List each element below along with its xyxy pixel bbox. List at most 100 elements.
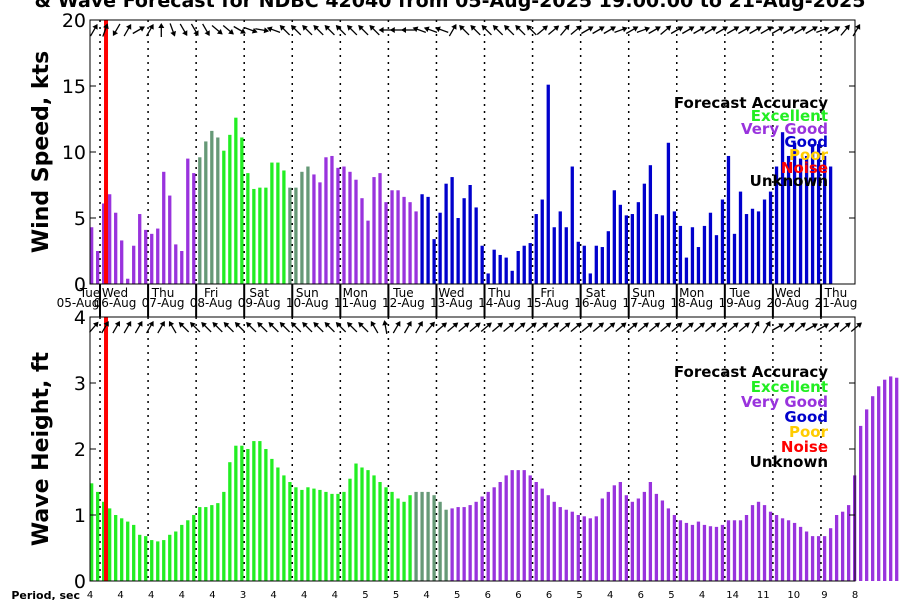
arrow-head [148, 23, 154, 30]
y-axis-label: Wind Speed, kts [29, 51, 54, 253]
direction-arrow [448, 23, 457, 37]
arrow-head [733, 26, 740, 32]
arrow-head [575, 322, 582, 329]
direction-arrow [693, 322, 705, 332]
direction-arrow [738, 322, 750, 332]
bar [300, 171, 304, 284]
legend-item: Noise [781, 159, 828, 177]
arrow-head [290, 322, 297, 328]
bar [660, 215, 665, 284]
bar [372, 177, 376, 284]
direction-arrow [134, 320, 143, 334]
bar [102, 203, 106, 284]
direction-arrow [681, 26, 695, 35]
direction-arrow [335, 25, 347, 36]
bar [144, 229, 148, 284]
arrow-head [193, 30, 199, 37]
direction-arrow [369, 25, 380, 36]
direction-arrow [302, 25, 313, 36]
bar [558, 507, 562, 581]
period-value: 11 [757, 590, 770, 600]
bar [132, 245, 136, 284]
direction-arrow [581, 26, 594, 35]
bar [324, 157, 328, 284]
direction-arrow [346, 322, 358, 333]
bar [516, 470, 520, 581]
y-tick-label: 15 [62, 76, 86, 98]
bar [342, 491, 346, 581]
bar [504, 475, 508, 581]
x-axis-day-labels: Tue05-AugWed06-AugThu07-AugFri08-AugSat0… [57, 284, 857, 317]
bar [780, 132, 785, 284]
bar [234, 445, 238, 581]
bar [642, 491, 647, 581]
bar [270, 162, 274, 284]
bar [618, 204, 622, 284]
arrow-head [676, 322, 683, 329]
direction-arrow [626, 322, 638, 332]
direction-arrow [313, 25, 324, 36]
bar [426, 491, 430, 581]
direction-arrow [234, 322, 246, 333]
arrow-head [833, 322, 840, 329]
arrow-head [346, 25, 353, 31]
legend-item: Excellent [751, 107, 828, 125]
direction-arrow [123, 320, 132, 334]
direction-arrow [783, 322, 795, 332]
bar [348, 478, 352, 581]
arrow-head [346, 322, 353, 328]
arrow-head [114, 320, 121, 327]
bar [600, 498, 604, 581]
arrow-head [778, 323, 785, 329]
direction-arrow [762, 320, 771, 334]
arrow-head [811, 26, 818, 32]
arrow-head [189, 322, 196, 328]
arrow-head [765, 320, 771, 327]
period-value: 4 [699, 590, 705, 600]
arrow-head [92, 23, 98, 30]
bar [252, 188, 256, 284]
arrow-head [610, 26, 616, 32]
arrow-head [811, 323, 818, 329]
x-tick-date: 14-Aug [478, 296, 521, 310]
x-tick-day: Thu [824, 286, 848, 300]
period-value: 14 [726, 590, 739, 600]
arrow-head [313, 25, 320, 31]
bar [162, 540, 166, 581]
arrow-head [423, 26, 430, 33]
bar [390, 190, 394, 284]
bar [462, 198, 466, 284]
bar [198, 507, 202, 581]
direction-arrow [169, 23, 177, 37]
direction-arrow [279, 322, 291, 333]
bar [348, 171, 352, 284]
direction-arrow [459, 25, 470, 36]
period-value: 5 [668, 590, 674, 600]
arrow-head [844, 322, 851, 329]
arrow-head [744, 26, 751, 32]
arrow-head [587, 322, 593, 329]
direction-arrow [828, 322, 840, 332]
direction-arrow [392, 320, 401, 334]
bar [552, 227, 556, 284]
direction-arrow [435, 322, 448, 332]
period-value: 8 [852, 590, 858, 600]
direction-arrow [805, 323, 818, 332]
legend-item: Excellent [751, 378, 828, 396]
direction-arrow [525, 322, 537, 332]
bar [420, 194, 424, 284]
bar [318, 182, 322, 284]
direction-arrow [458, 322, 470, 332]
direction-arrow [660, 25, 672, 35]
arrow-head [632, 26, 639, 32]
arrow-head [257, 322, 263, 328]
bar [570, 511, 574, 581]
wind-speed-panel: 0 5 10 15 20 Wind Speed, kts Forecast Accuracy… [29, 10, 861, 296]
bar [702, 225, 707, 284]
direction-arrow [123, 23, 132, 37]
y-tick-label: 5 [74, 208, 86, 230]
bar [570, 166, 574, 284]
bar [582, 245, 586, 284]
direction-arrow [382, 320, 389, 335]
arrow-head [609, 322, 616, 329]
